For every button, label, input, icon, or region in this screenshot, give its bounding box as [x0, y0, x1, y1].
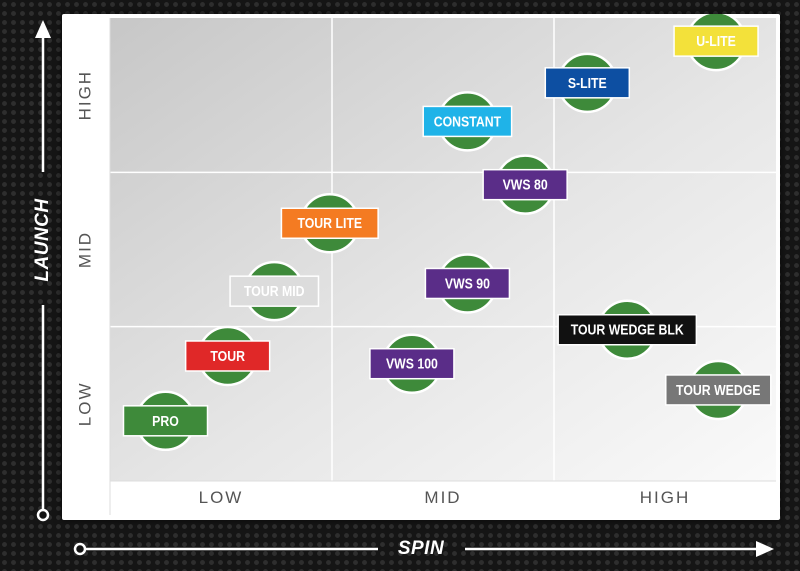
- data-point-label-box: [122, 405, 209, 437]
- y-axis-arrowhead: [35, 20, 51, 38]
- data-point: TOUR LITE: [280, 193, 379, 254]
- y-tick-label: HIGH: [75, 70, 94, 121]
- data-point-label-box: [424, 267, 511, 300]
- data-point: U-LITE: [673, 14, 759, 72]
- data-point: TOUR: [184, 325, 271, 387]
- y-axis-label: LAUNCH: [32, 198, 53, 282]
- x-tick-label: MID: [424, 488, 461, 507]
- data-point: PRO: [122, 390, 209, 452]
- data-point: TOUR MID: [229, 260, 320, 322]
- data-point-label: PRO: [152, 413, 179, 429]
- data-point-label-box: [482, 168, 568, 201]
- data-point-label-box: [557, 314, 698, 346]
- data-point-label-box: [665, 374, 772, 406]
- data-point-label: VWS 100: [386, 356, 438, 372]
- chart-panel: LOW MID HIGH LOW MID HIGH U-LITE S-LITE CONSTAN…: [62, 14, 780, 520]
- data-point: VWS 80: [482, 154, 568, 215]
- data-point-label-box: [280, 207, 379, 240]
- x-tick-label: HIGH: [640, 488, 691, 507]
- data-point-label-box: [422, 105, 513, 138]
- data-point-label: TOUR: [210, 348, 245, 364]
- data-point: TOUR WEDGE BLK: [557, 299, 698, 361]
- x-axis-origin-marker: [73, 542, 87, 556]
- data-point-label-box: [673, 25, 759, 57]
- data-point: CONSTANT: [422, 91, 513, 152]
- data-point-label-box: [369, 347, 455, 380]
- data-point: VWS 90: [424, 253, 511, 314]
- data-point-label: U-LITE: [696, 33, 736, 49]
- x-axis-label: SPIN: [397, 538, 445, 559]
- y-axis-origin-marker: [36, 508, 50, 522]
- data-point-label-box: [544, 67, 631, 99]
- data-point-label: TOUR WEDGE: [676, 382, 760, 398]
- data-point: S-LITE: [544, 52, 631, 114]
- data-point: TOUR WEDGE: [665, 359, 772, 421]
- data-point-label: CONSTANT: [434, 113, 502, 129]
- plot-area: [110, 18, 776, 481]
- data-point-label: VWS 90: [445, 275, 490, 291]
- data-point-label: TOUR WEDGE BLK: [571, 322, 684, 338]
- chart-svg: LOW MID HIGH LOW MID HIGH U-LITE S-LITE CONSTAN…: [62, 14, 776, 515]
- data-point-label: S-LITE: [568, 75, 607, 91]
- y-tick-label: MID: [75, 231, 94, 268]
- data-point-label: VWS 80: [503, 177, 548, 193]
- data-point-label-box: [229, 275, 320, 307]
- x-tick-label: LOW: [199, 488, 244, 507]
- data-point: VWS 100: [369, 333, 455, 394]
- x-axis-arrowhead: [756, 541, 774, 557]
- data-point-label: TOUR MID: [244, 283, 305, 299]
- y-tick-label: LOW: [75, 381, 94, 426]
- data-point-label: TOUR LITE: [297, 215, 362, 231]
- data-point-label-box: [184, 340, 271, 372]
